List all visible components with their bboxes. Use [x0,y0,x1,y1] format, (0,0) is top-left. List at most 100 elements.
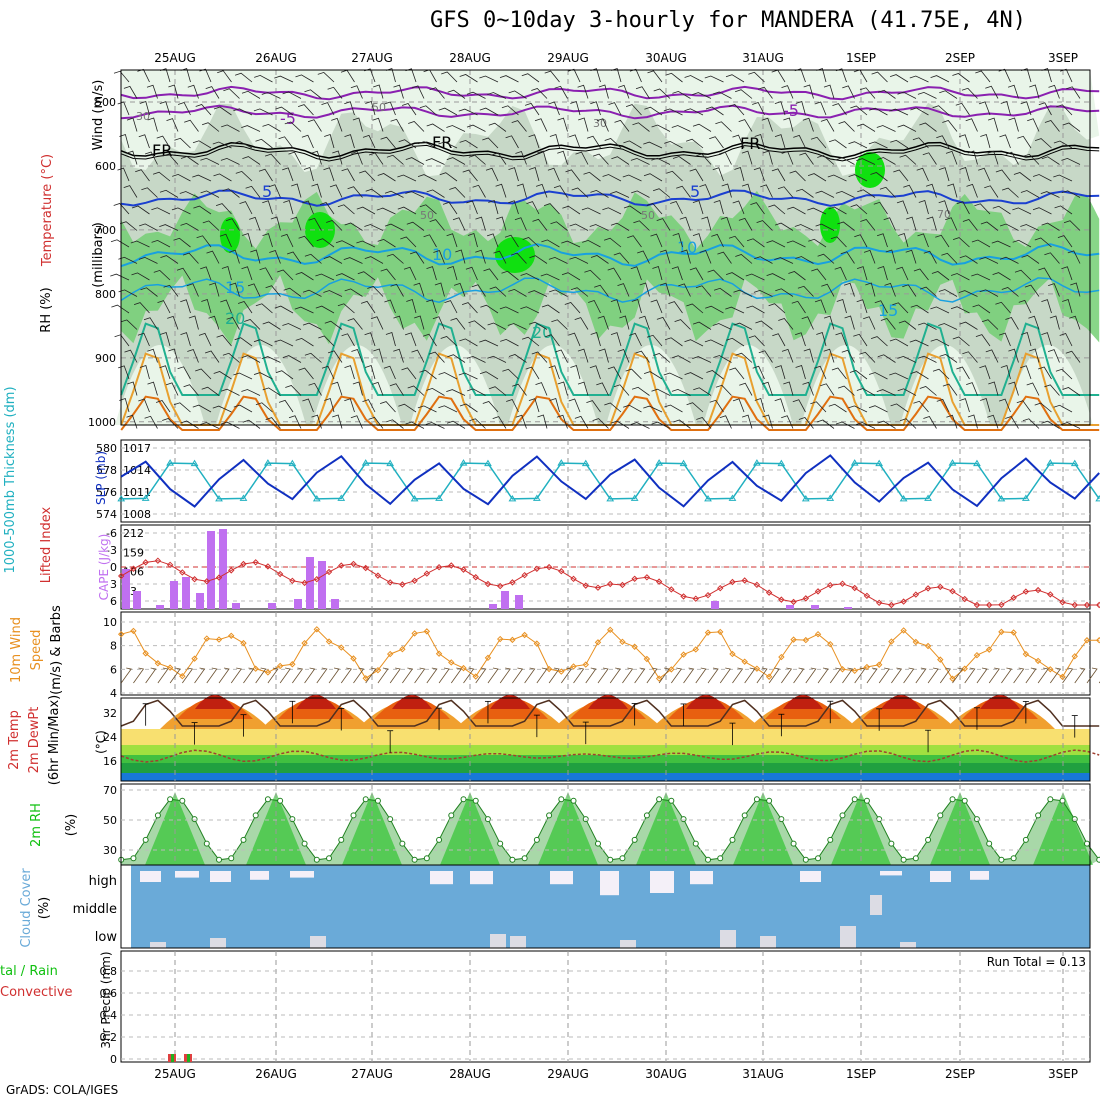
wind-barb [434,282,445,297]
wind-barb-10m [732,667,744,684]
wind-barb [923,250,937,264]
ylabel-2m-rh: 2m RH [29,803,44,847]
wind-barb [590,331,601,347]
thickness-line [120,454,1100,508]
wind-speed-tick-label: 8 [110,640,117,653]
wind-barb [958,134,970,149]
wind-speed-marker [631,643,638,650]
lifted-index-marker [142,559,149,566]
wind-barb-10m [194,667,206,684]
wind-barb [1012,239,1032,248]
wind-barb [668,301,683,314]
rh2m-peak [246,792,306,865]
wind-barb [975,70,991,83]
wind-barb [930,75,950,83]
lifted-index-marker [411,577,418,584]
wind-barb [985,349,999,363]
wind-barb [610,222,630,231]
wind-barb [1056,104,1073,116]
wind-barb [910,107,929,116]
wind-speed-marker [1010,629,1017,636]
wind-barb-10m [597,667,609,684]
wind-barb [575,151,589,165]
cloud-level-label: middle [73,902,117,917]
wind-barb [720,216,732,231]
wind-barb [235,170,253,182]
wind-speed-marker [924,642,932,650]
slp-marker [826,494,835,501]
wind-barb [577,84,589,99]
contour-label: 15 [225,278,245,297]
wind-barb [278,399,294,413]
wind-barb [433,250,445,264]
wind-barb [131,272,150,281]
wind-barb [725,272,745,281]
contour-label: 20 [532,323,552,342]
wind-barb [515,151,527,165]
wind-barb [1048,84,1060,99]
wind-barb [991,240,1011,248]
wind-barb [653,88,671,99]
rh2m-marker [631,836,638,843]
wind-barb [511,120,527,132]
wind-barb [854,234,868,248]
wind-barb [831,367,847,380]
wind-barb [617,84,630,99]
wind-barb [980,133,991,149]
cloud-high-block [290,871,314,878]
wind-speed-marker [240,639,247,647]
wind-barb [695,285,712,297]
wind-barb [337,303,355,314]
wind-speed-marker [472,673,479,680]
wind-barb [925,183,937,198]
wind-barb [602,174,622,182]
rh-region-saturated [220,217,240,253]
wind-barb [774,398,786,413]
wind-barb [909,339,929,347]
wind-barb [409,251,425,264]
cloud-high-block [175,871,199,878]
ylabel-cape: CAPE (J/kg) [97,534,111,601]
wind-barb [897,91,917,99]
wind-barb [356,206,376,215]
wind-barb [856,158,876,165]
wind-barb [479,371,499,380]
wind-barb [329,184,343,198]
slp-marker [557,459,566,466]
wind-barb [844,315,855,330]
wind-barb-10m [145,667,157,684]
lifted-index-marker [778,596,785,603]
wind-barb [364,332,376,347]
wind-barb [1000,364,1011,380]
wind-barb [195,368,212,380]
wind-barb [438,141,458,149]
wind-barb [1038,267,1052,281]
wind-barb [177,102,191,116]
wind-speed-marker [1034,657,1042,665]
wind-barb [119,221,138,231]
wind-barb [684,372,704,380]
wind-speed-marker [1047,666,1054,673]
wind-barb [590,189,609,198]
wind-barb [936,135,950,149]
rh2m-marker [986,840,993,847]
ylabel-3hr-precip: 3hr Precip (mm) [99,951,113,1048]
wind-barb [735,254,753,264]
wind-barb [446,233,458,248]
wind-barb-10m [927,667,939,684]
wind-barb [817,253,835,264]
wind-barb [898,320,917,330]
cape-tick-label: 212 [123,527,144,540]
wind-barb [522,237,540,248]
lifted-index-marker [998,601,1005,608]
wind-barb [250,249,261,264]
rh2m-marker [802,856,809,863]
wind-barb [1040,191,1060,198]
wind-speed-marker [582,661,589,668]
rh-region-saturated [855,152,885,188]
wind-barb [869,107,888,116]
wind-barb [631,298,642,314]
wind-barb [638,315,650,330]
wind-barb [766,240,786,248]
wind-barb [206,250,220,264]
